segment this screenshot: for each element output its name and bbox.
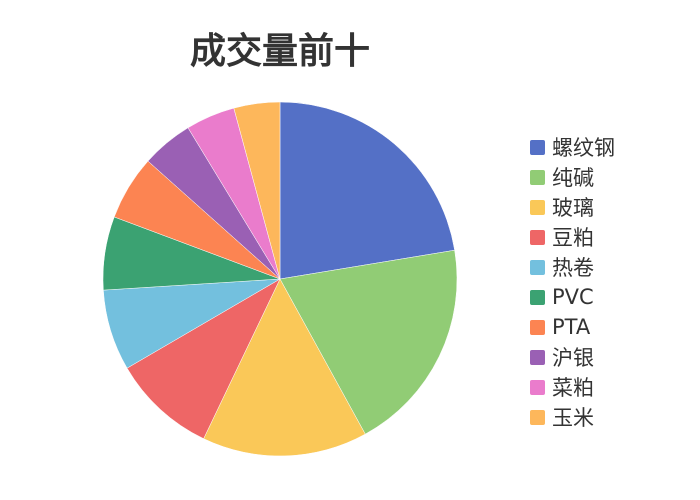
legend-swatch — [530, 289, 545, 305]
legend-swatch — [530, 139, 545, 155]
legend-item[interactable]: 沪银 — [530, 342, 615, 372]
legend-label: 菜粕 — [552, 376, 594, 400]
legend-item[interactable]: PTA — [530, 312, 615, 342]
legend-label: 热卷 — [552, 256, 594, 280]
legend-swatch — [530, 259, 545, 275]
legend-label: 沪银 — [552, 346, 594, 370]
chart-title: 成交量前十 — [189, 31, 370, 72]
pie-slice-3[interactable] — [126, 278, 281, 440]
pie-slice-0[interactable] — [279, 101, 455, 280]
legend-item[interactable]: 菜粕 — [530, 372, 615, 402]
legend-label: PVC — [552, 285, 594, 309]
pie-slice-2[interactable] — [203, 278, 366, 457]
legend-swatch — [530, 409, 545, 425]
legend-swatch — [530, 199, 545, 215]
legend-label: PTA — [552, 315, 591, 339]
legend-item[interactable]: 豆粕 — [530, 222, 615, 252]
legend-item[interactable]: PVC — [530, 282, 615, 312]
legend-swatch — [530, 319, 545, 335]
pie-slice-9[interactable] — [233, 101, 281, 280]
legend-label: 玻璃 — [552, 196, 594, 220]
legend: 螺纹钢纯碱玻璃豆粕热卷 PVC PTA 沪银菜粕玉米 — [530, 132, 615, 432]
legend-swatch — [530, 349, 545, 365]
legend-item[interactable]: 纯碱 — [530, 162, 615, 192]
legend-label: 纯碱 — [552, 166, 594, 190]
legend-swatch — [530, 169, 545, 185]
legend-label: 玉米 — [552, 406, 594, 430]
legend-item[interactable]: 玻璃 — [530, 192, 615, 222]
legend-label: 豆粕 — [552, 226, 594, 250]
legend-swatch — [530, 229, 545, 245]
legend-item[interactable]: 热卷 — [530, 252, 615, 282]
legend-item[interactable]: 螺纹钢 — [530, 132, 615, 162]
legend-swatch — [530, 379, 545, 395]
legend-label: 螺纹钢 — [552, 136, 615, 160]
legend-item[interactable]: 玉米 — [530, 402, 615, 432]
pie-slice-1[interactable] — [279, 249, 458, 435]
